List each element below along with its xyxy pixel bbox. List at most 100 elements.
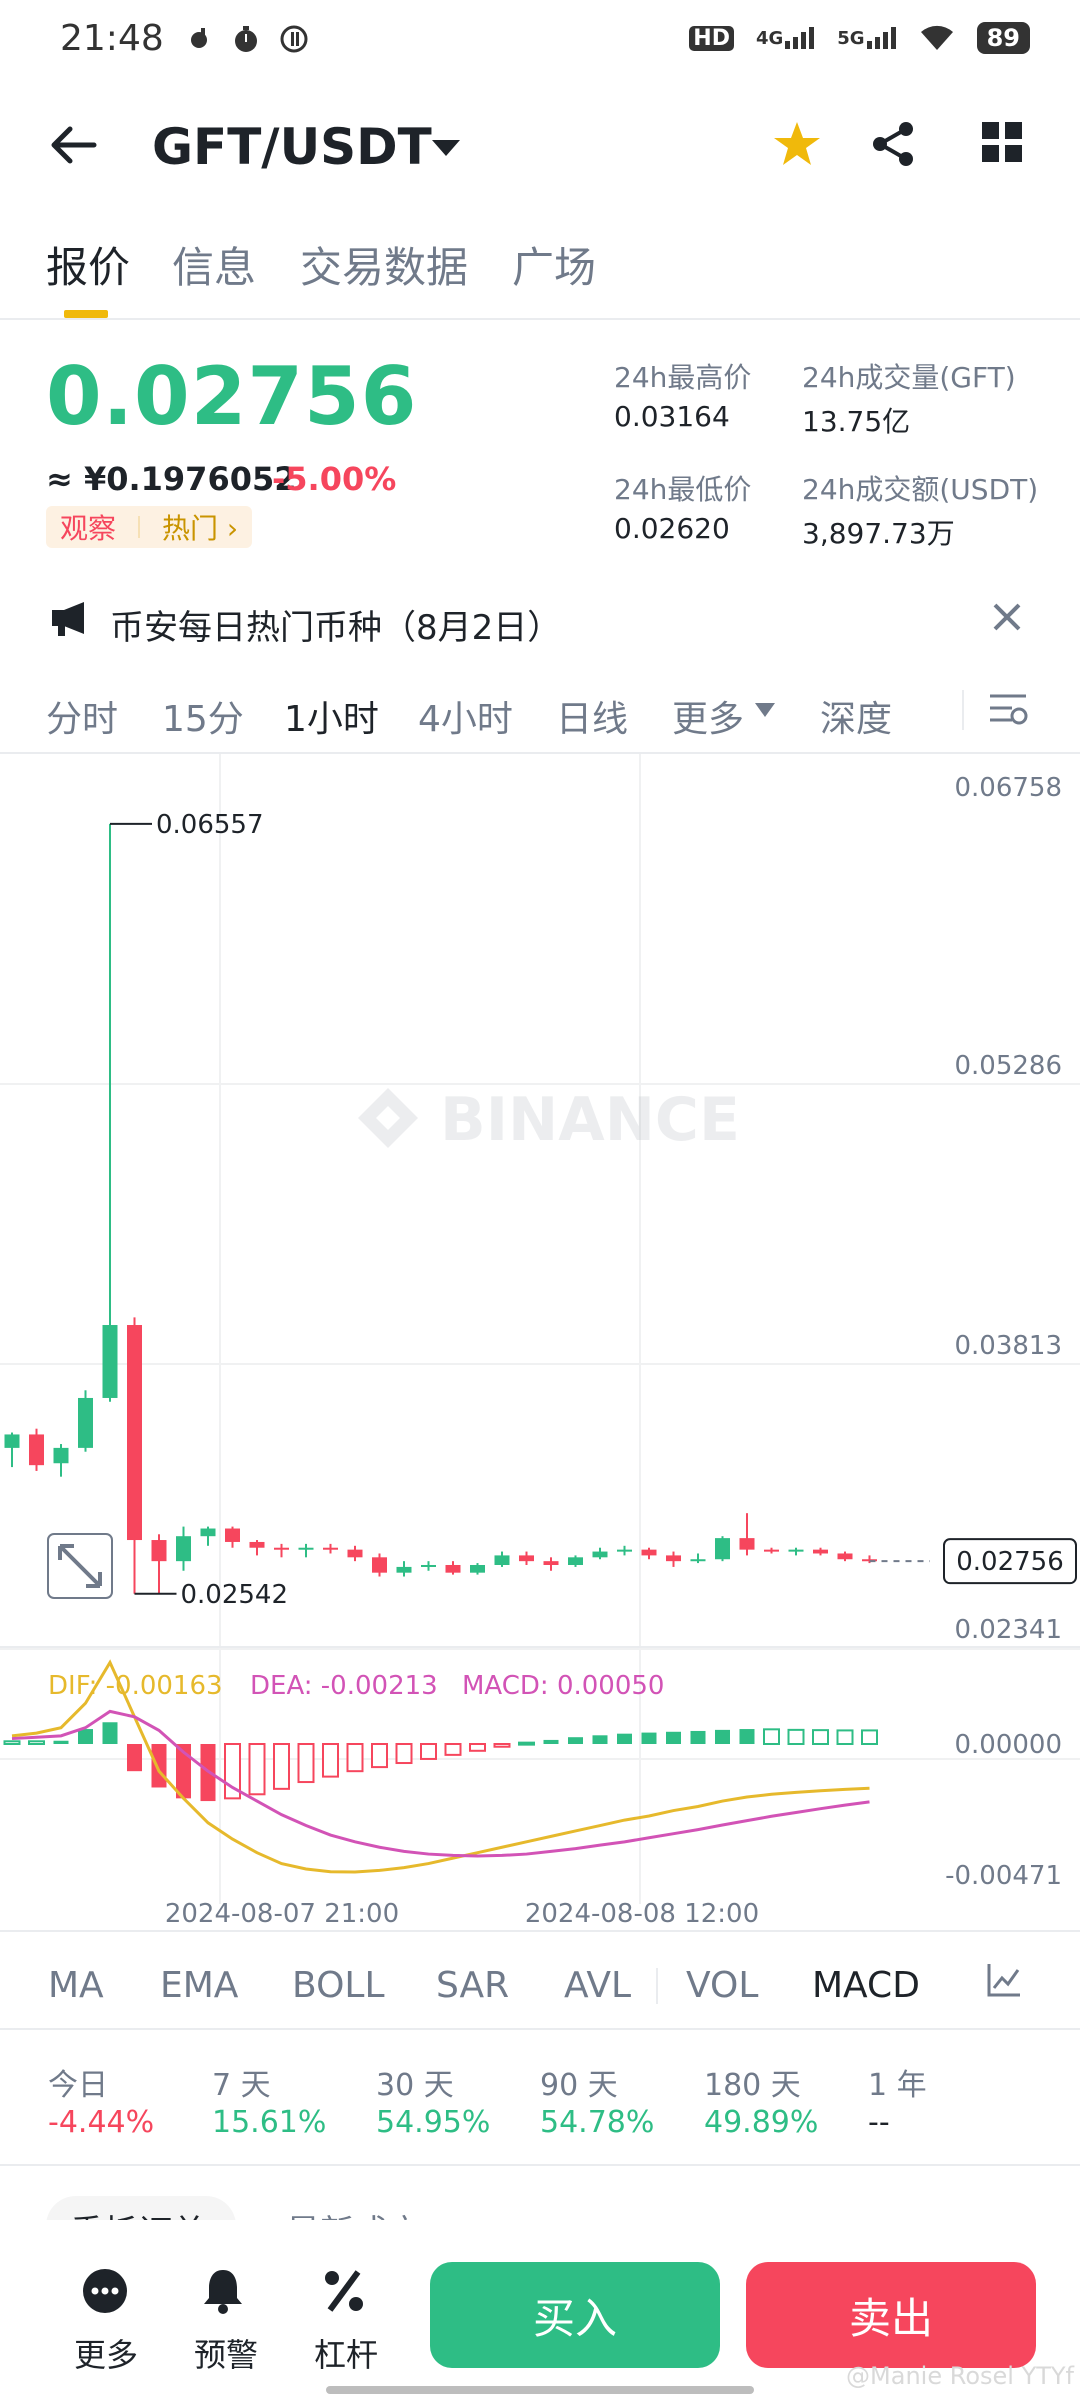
leverage-icon[interactable] (322, 2268, 366, 2314)
alert-bell-icon[interactable] (202, 2268, 244, 2314)
interval-more[interactable]: 更多 (672, 699, 745, 740)
sell-button[interactable]: 卖出 (746, 2262, 1036, 2368)
tab-info[interactable]: 信息 (172, 243, 257, 292)
grid-layout-icon[interactable] (980, 120, 1024, 164)
home-indicator[interactable] (326, 2386, 754, 2394)
macd-bar (568, 1737, 583, 1744)
candle (715, 1536, 730, 1562)
indicator-avl[interactable]: AVL (564, 1965, 632, 2006)
candle-body (323, 1547, 338, 1550)
indicator-vol[interactable]: VOL (686, 1965, 759, 2006)
current-price-label: 0.02756 (956, 1547, 1064, 1577)
close-icon[interactable] (992, 602, 1022, 632)
low-label: 24h最低价 (614, 473, 752, 506)
share-icon[interactable] (870, 120, 918, 168)
interval-bar-divider (0, 752, 1080, 754)
current-price-box[interactable]: 0.02756 (943, 1538, 1077, 1585)
candle-body (200, 1528, 216, 1537)
candle-body (274, 1547, 289, 1550)
indicator-boll[interactable]: BOLL (292, 1965, 385, 2006)
indicator-macd[interactable]: MACD (812, 1965, 920, 2006)
tab-quote[interactable]: 报价 (46, 243, 131, 292)
perf-divider (0, 2164, 1080, 2166)
candle-body (127, 1325, 142, 1541)
back-arrow-icon[interactable] (50, 125, 98, 165)
candle-body (176, 1536, 191, 1562)
macd-bar (127, 1744, 142, 1772)
macd-bar (690, 1730, 706, 1744)
tag-hot[interactable]: 热门 › (162, 512, 239, 545)
candle (519, 1551, 534, 1565)
more-caret-icon[interactable] (754, 702, 776, 718)
candlestick-chart[interactable]: BINANCE 0.06557 0.02542 0.02756 0.06758 … (0, 754, 1080, 1929)
candle-body (739, 1538, 755, 1550)
candle-body (519, 1555, 534, 1562)
candle-body (53, 1447, 69, 1464)
candle (323, 1543, 338, 1554)
candle (200, 1526, 216, 1546)
interval-line[interactable]: 分时 (46, 699, 119, 740)
tag-watch[interactable]: 观察 (60, 512, 117, 545)
candle-body (225, 1528, 240, 1542)
low-marker: 0.02542 (134, 1580, 288, 1610)
favorite-star-icon[interactable] (772, 120, 822, 168)
indicator-sar[interactable]: SAR (436, 1965, 510, 2006)
candle (543, 1557, 559, 1571)
indicator-chart-icon[interactable] (986, 1962, 1022, 1998)
tab-square[interactable]: 广场 (512, 243, 597, 292)
notification-icon (191, 28, 207, 48)
macd-dif-line (11, 1659, 870, 1874)
fullscreen-button[interactable] (47, 1533, 113, 1599)
macd-bar (812, 1729, 829, 1746)
candle-body (617, 1549, 632, 1552)
interval-1d[interactable]: 日线 (556, 699, 629, 740)
candle (739, 1513, 755, 1556)
candle (568, 1555, 583, 1567)
pair-title[interactable]: GFT/USDT (152, 118, 432, 176)
pair-dropdown-caret-icon[interactable] (432, 140, 460, 156)
alert-label[interactable]: 预警 (194, 2336, 259, 2374)
tags-badge[interactable]: 观察 热门 › (46, 506, 253, 548)
indicator-ema[interactable]: EMA (160, 1965, 239, 2006)
last-price: 0.02756 (46, 350, 418, 443)
active-tab-underline (64, 310, 108, 318)
candle-body (445, 1564, 461, 1573)
buy-button[interactable]: 买入 (430, 2262, 720, 2368)
candle-body (641, 1549, 657, 1556)
candle (837, 1551, 853, 1562)
candle (274, 1543, 289, 1558)
more-dots-icon[interactable] (82, 2268, 128, 2314)
binance-watermark: BINANCE (358, 1085, 740, 1155)
more-label[interactable]: 更多 (74, 2336, 139, 2374)
macd-bar (28, 1740, 45, 1745)
perf-label-1y: 1 年 (868, 2068, 927, 2103)
leverage-label[interactable]: 杠杆 (314, 2336, 379, 2374)
candle (421, 1561, 436, 1571)
perf-value-30d: 54.95% (376, 2105, 491, 2140)
macd-dea-label: DEA: -0.00213 (250, 1671, 438, 1701)
interval-4h[interactable]: 4小时 (418, 699, 513, 740)
candle (298, 1543, 314, 1558)
candle-body (396, 1566, 412, 1573)
macd-histogram (3, 1722, 878, 1802)
indicator-ma[interactable]: MA (48, 1965, 104, 2006)
macd-bar (861, 1729, 878, 1745)
perf-label-90d: 90 天 (540, 2068, 618, 2103)
wifi-icon (920, 25, 953, 50)
interval-15m[interactable]: 15分 (162, 699, 244, 740)
high-marker: 0.06557 (110, 810, 264, 840)
tab-trading-data[interactable]: 交易数据 (300, 243, 469, 292)
candle-body (78, 1397, 93, 1448)
interval-depth[interactable]: 深度 (820, 699, 893, 740)
perf-value-180d: 49.89% (704, 2105, 819, 2140)
perf-value-1y: -- (868, 2105, 890, 2140)
macd-bar (248, 1743, 266, 1796)
interval-1h[interactable]: 1小时 (284, 699, 379, 740)
announcement-text[interactable]: 币安每日热门币种（8月2日） (110, 608, 562, 648)
candle-body (543, 1561, 559, 1565)
candle (690, 1553, 706, 1564)
network-4g: 4G (756, 27, 815, 49)
status-icons (185, 24, 309, 54)
chart-settings-icon[interactable] (988, 692, 1028, 728)
candle-body (813, 1549, 828, 1554)
